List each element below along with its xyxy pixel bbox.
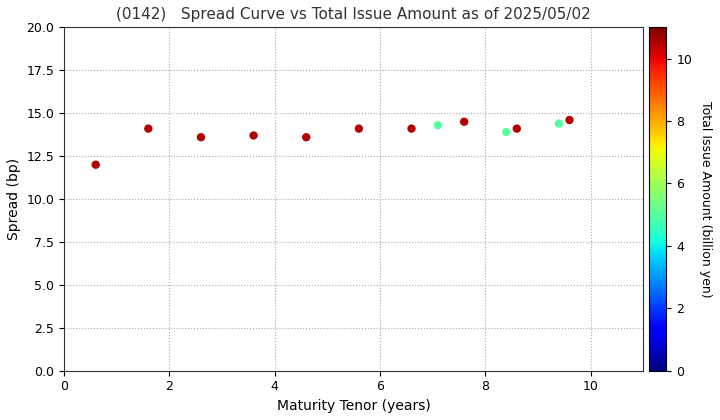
Point (300, 134, 312, 141)
Point (143, 125, 154, 132)
X-axis label: Maturity Tenor (years): Maturity Tenor (years) (276, 399, 431, 413)
Title: (0142)   Spread Curve vs Total Issue Amount as of 2025/05/02: (0142) Spread Curve vs Total Issue Amoun… (116, 7, 591, 22)
Point (500, 129, 512, 135)
Point (459, 118, 470, 125)
Point (553, 120, 564, 127)
Point (511, 125, 523, 132)
Y-axis label: Spread (bp): Spread (bp) (7, 158, 21, 240)
Point (195, 134, 207, 141)
Point (432, 122, 444, 129)
Point (406, 125, 418, 132)
Point (564, 117, 575, 123)
Y-axis label: Total Issue Amount (billion yen): Total Issue Amount (billion yen) (698, 101, 711, 297)
Point (90, 161, 102, 168)
Point (248, 132, 259, 139)
Point (353, 125, 364, 132)
